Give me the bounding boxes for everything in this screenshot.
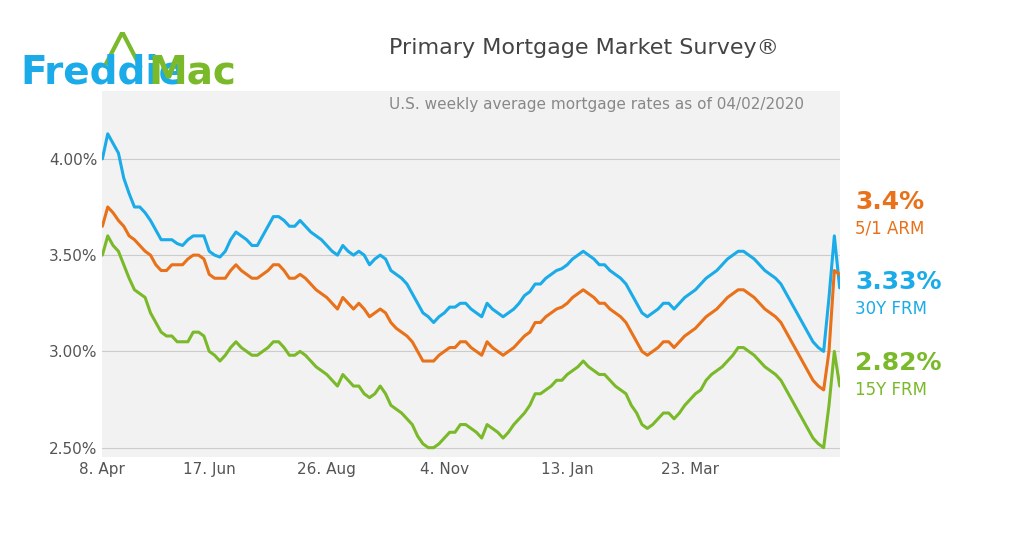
Text: Mac: Mac	[148, 54, 237, 92]
Text: Freddie: Freddie	[20, 54, 185, 92]
Text: 30Y FRM: 30Y FRM	[855, 300, 927, 318]
Text: U.S. weekly average mortgage rates as of 04/02/2020: U.S. weekly average mortgage rates as of…	[389, 97, 804, 112]
Text: 15Y FRM: 15Y FRM	[855, 381, 927, 399]
Text: 3.33%: 3.33%	[855, 271, 941, 294]
Text: 5/1 ARM: 5/1 ARM	[855, 220, 925, 238]
Text: 2.82%: 2.82%	[855, 351, 941, 375]
Text: Primary Mortgage Market Survey®: Primary Mortgage Market Survey®	[389, 38, 779, 58]
Text: 3.4%: 3.4%	[855, 190, 925, 214]
